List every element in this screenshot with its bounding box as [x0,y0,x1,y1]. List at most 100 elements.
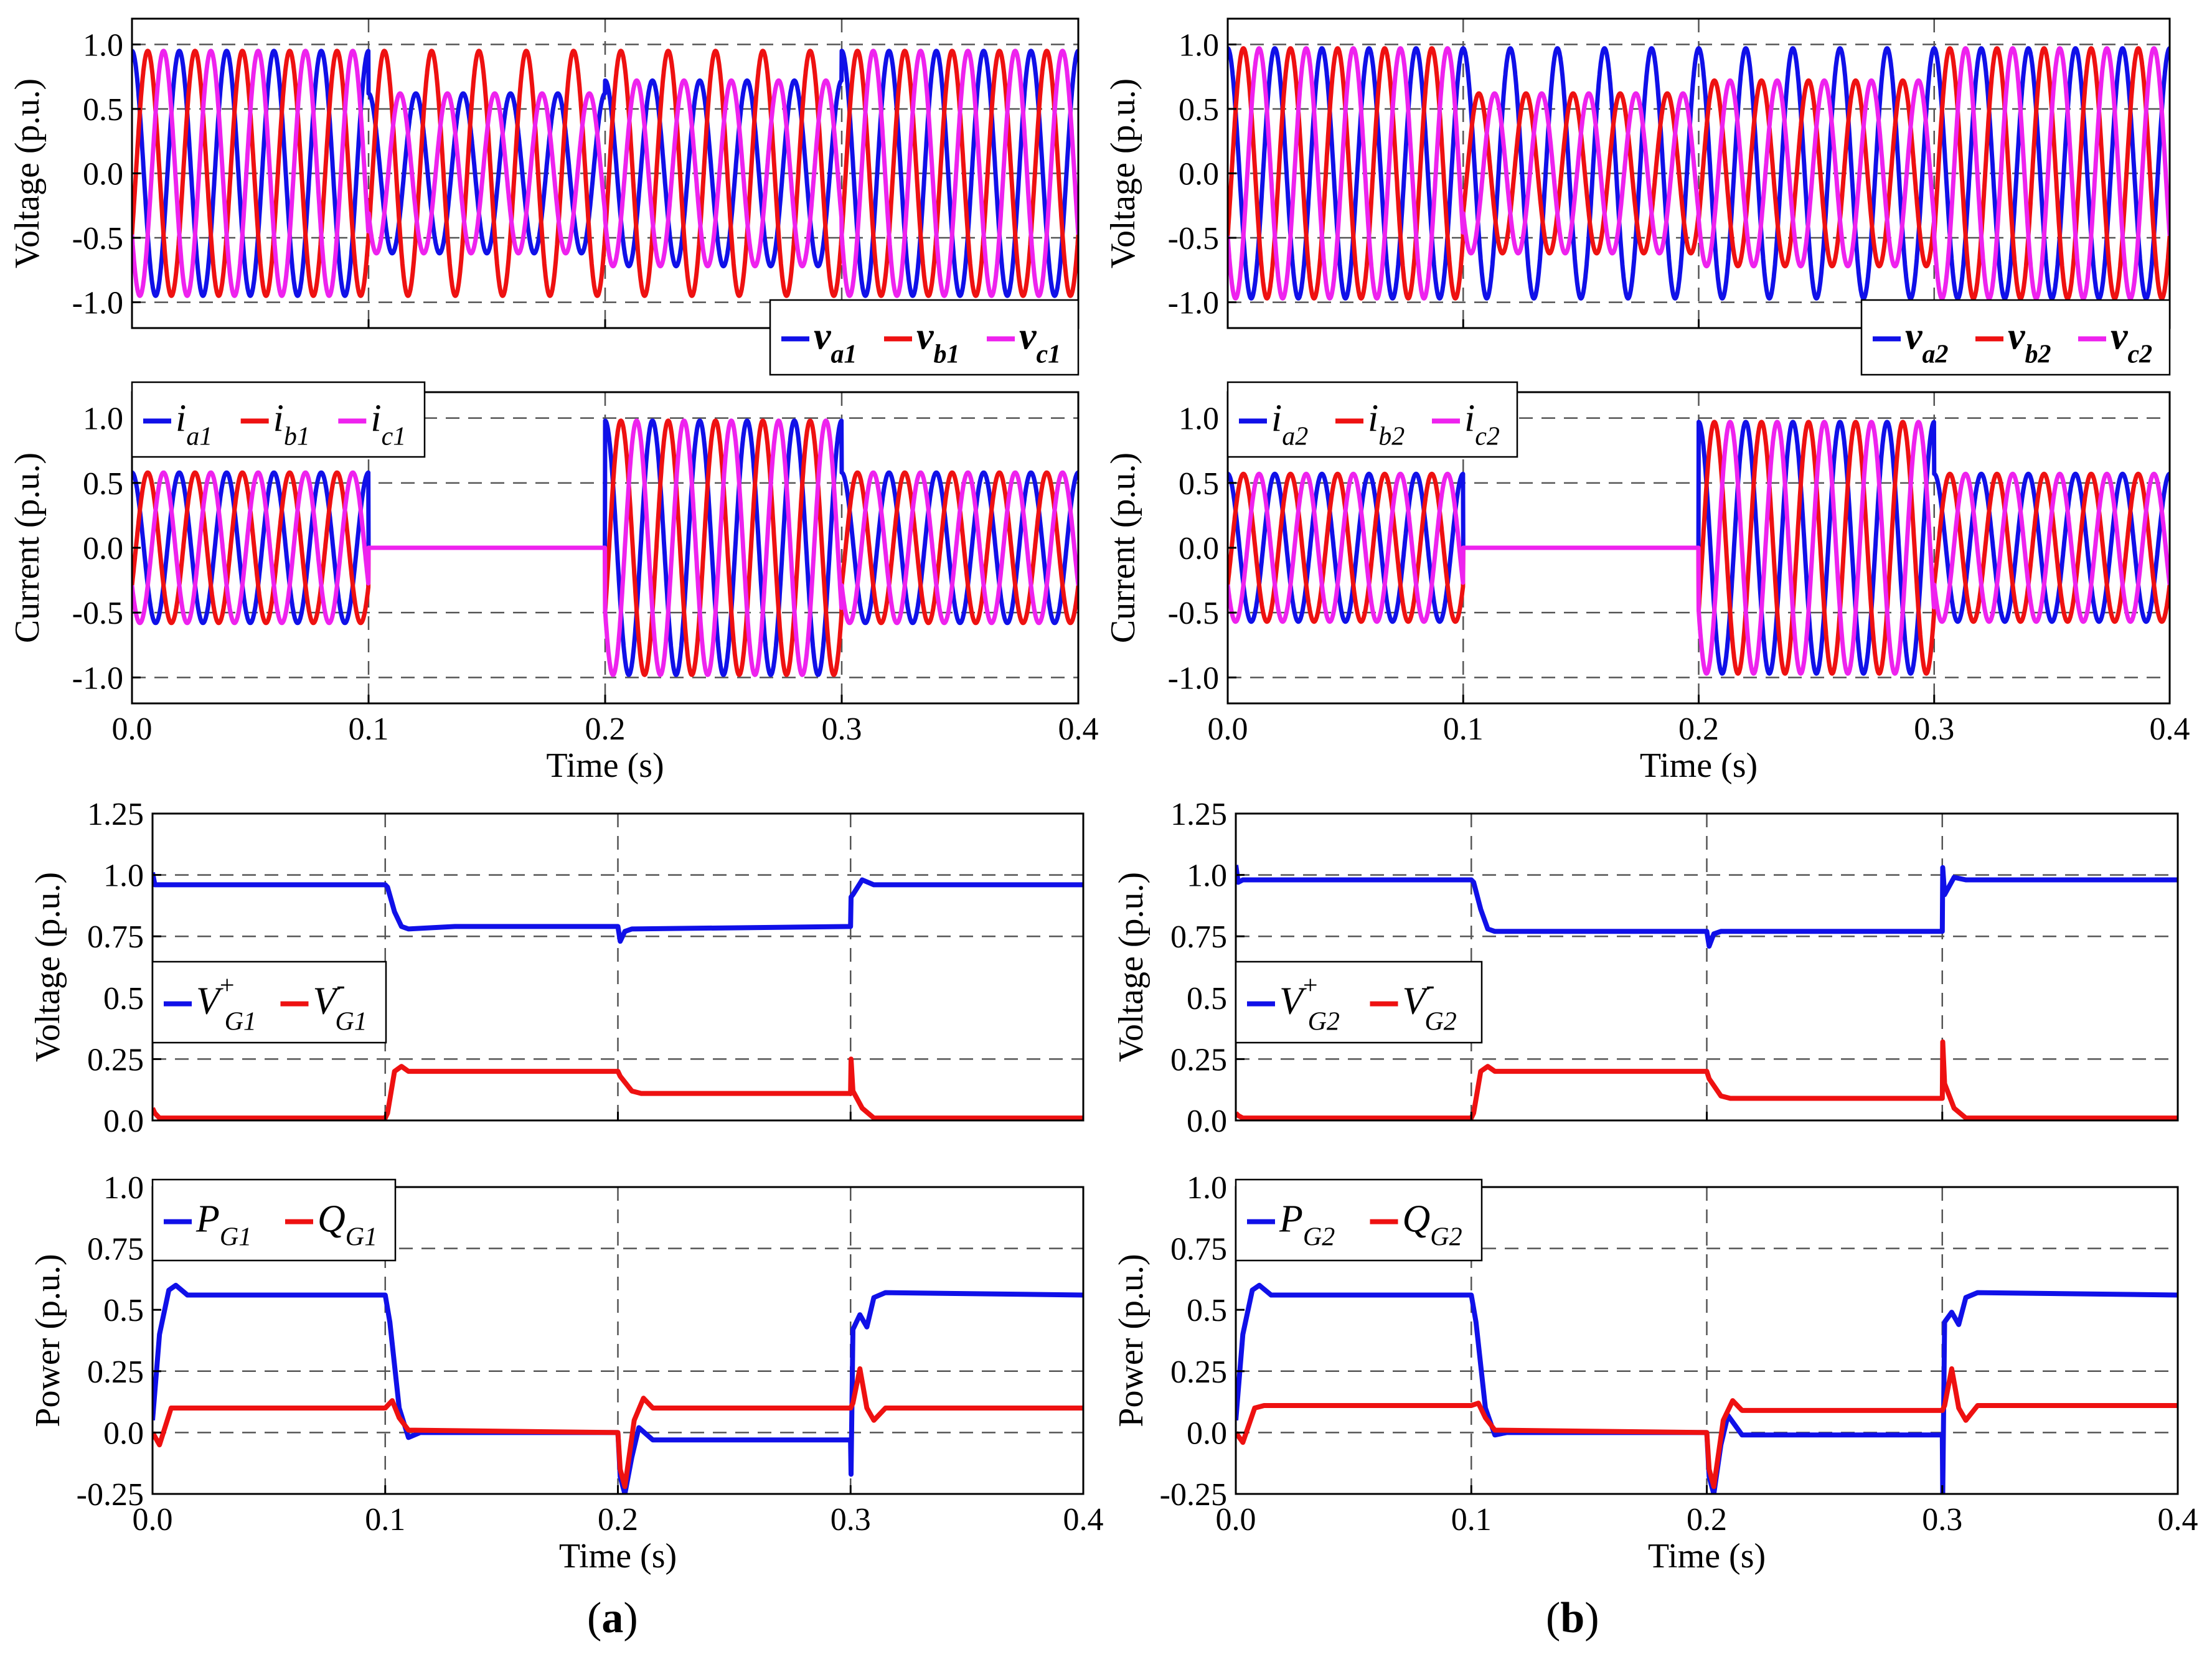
y-tick-label: 0.0 [1179,157,1219,192]
x-axis-label: Time (s) [546,746,664,785]
legend-entry-PG1: PG1 [195,1198,252,1252]
series-VG1-pos [153,871,1083,944]
legend-box [1235,960,1483,1044]
y-tick-label: 0.0 [103,1104,144,1139]
y-tick-label: 0.0 [83,157,123,192]
plot-area [1228,46,2170,301]
series-QG1 [153,1366,1083,1490]
y-tick-label: 0.75 [1170,919,1227,955]
plot-area [132,49,1078,298]
legend: PG2 QG2 [1235,1178,1483,1262]
legend: V+ G2 V-G2 [1235,960,1483,1044]
x-tick-label: 0.3 [822,711,862,747]
x-tick-label: 0.0 [1208,711,1248,747]
y-axis-label: Power (p.u.) [1112,1254,1151,1427]
x-tick-label: 0.0 [1216,1502,1256,1538]
legend-entry-ia1: ia1 [176,397,212,451]
y-axis-label: Voltage (p.u.) [8,78,47,268]
x-tick-label: 0.2 [585,711,626,747]
y-tick-label: 0.0 [1179,531,1219,566]
series-VG1-neg [153,1056,1083,1120]
y-tick-label: 0.25 [87,1354,144,1390]
legend-box [131,381,426,458]
legend-entry-ic1: ic1 [370,397,406,451]
y-tick-label: -0.25 [1160,1477,1227,1513]
legend-entry-vc1: vc1 [1019,315,1061,369]
y-tick-label: 1.0 [1179,401,1219,437]
legend: va1 vb1 vc1 [769,299,1080,376]
y-tick-label: 0.0 [103,1416,144,1451]
y-tick-label: 0.0 [1187,1416,1227,1451]
x-tick-label: 0.1 [1443,711,1484,747]
y-tick-label: 1.0 [83,27,123,63]
legend-entry-vb1: vb1 [916,315,960,369]
y-tick-label: 0.75 [87,1232,144,1267]
caption-b: (b) [1546,1594,1599,1642]
y-tick-label: 0.75 [87,919,144,955]
series-VG2-neg [1236,1039,2178,1120]
y-tick-label: 0.75 [1170,1232,1227,1267]
legend: va2 vb2 vc2 [1860,299,2171,376]
y-tick-label: -1.0 [72,660,123,696]
legend-entry-QG2: QG2 [1403,1198,1462,1252]
y-axis-label: Current (p.u.) [1104,453,1142,643]
x-tick-label: 0.3 [1922,1502,1962,1538]
y-tick-label: 0.5 [1187,981,1227,1016]
panel-b-power: 1.00.750.50.250.0-0.250.0 0.1 0.2 0.3 0.4Tim… [1112,1170,2198,1575]
series-vc2 [1228,46,2170,301]
series-QG2 [1236,1366,2178,1490]
panel-b-current: 1.0 0.5 0.0 -0.5 -1.0 0.0 0.1 0.2 0.3 0.4 Time (s)… [1104,381,2190,785]
y-tick-label: 1.0 [103,1170,144,1206]
plot-area [1228,420,2170,676]
y-tick-label: 0.0 [1187,1104,1227,1139]
y-tick-label: -1.0 [1168,286,1219,321]
legend-entry-QG1: QG1 [318,1198,377,1252]
y-tick-label: 0.5 [83,466,123,502]
caption-a: (a) [587,1594,638,1642]
plot-area [153,871,1083,1120]
plot-area [1236,865,2178,1120]
legend-entry-PG2: PG2 [1279,1198,1335,1252]
legend-entry-VG2: V+ G2 [1279,972,1340,1036]
x-tick-label: 0.4 [2158,1502,2198,1538]
y-tick-label: -0.5 [72,221,123,256]
x-tick-label: 0.1 [1451,1502,1492,1538]
y-tick-label: 0.5 [1179,466,1219,502]
y-tick-label: 0.5 [1187,1293,1227,1328]
y-tick-label: 0.25 [87,1042,144,1077]
legend-box [1860,299,2171,376]
x-tick-label: 0.3 [1914,711,1954,747]
y-tick-label: 0.25 [1170,1354,1227,1390]
x-axis-label: Time (s) [1648,1537,1766,1575]
y-axis-label: Voltage (p.u.) [1112,872,1151,1062]
x-tick-label: 0.4 [1063,1502,1104,1538]
legend-entry-VG2: V-G2 [1403,972,1457,1036]
legend-entry-va1: va1 [814,315,857,369]
legend-entry-VG1: V+ G1 [196,972,256,1036]
x-tick-label: 0.0 [112,711,153,747]
panel-b-voltage: 1.0 0.5 0.0 -0.5 -1.0 Voltage (p.u.) va2 vb2 vc2 [1104,17,2171,376]
y-tick-label: 0.5 [83,92,123,128]
x-axis-label: Time (s) [1640,746,1758,785]
legend: ia1 ib1 ic1 [131,381,426,458]
x-tick-label: 0.2 [1678,711,1719,747]
y-tick-label: -0.25 [77,1477,144,1513]
y-axis-label: Power (p.u.) [29,1254,67,1427]
legend: V+ G1 V-G1 [151,960,387,1044]
legend-box [1226,381,1518,458]
y-tick-label: 0.5 [1179,92,1219,128]
y-tick-label: -0.5 [72,596,123,631]
x-tick-label: 0.4 [2150,711,2190,747]
x-tick-label: 0.3 [831,1502,871,1538]
y-tick-label: -1.0 [1168,660,1219,696]
series-ic2 [1228,420,2170,676]
legend-entry-ic2: ic2 [1464,397,1500,451]
panel-a-power: 1.00.750.50.250.0-0.250.0 0.1 0.2 0.3 0.4Tim… [29,1170,1104,1575]
panel-a-voltage: 1.0 0.5 0.0 -0.5 -1.0 Voltage (p.u.) va1 vb1 vc1 [8,17,1080,376]
series-vc1 [132,49,1078,298]
y-tick-label: 0.5 [103,1293,144,1328]
legend-entry-ib2: ib2 [1368,397,1405,451]
y-tick-label: 1.0 [1187,858,1227,894]
y-tick-label: 0.5 [103,981,144,1016]
